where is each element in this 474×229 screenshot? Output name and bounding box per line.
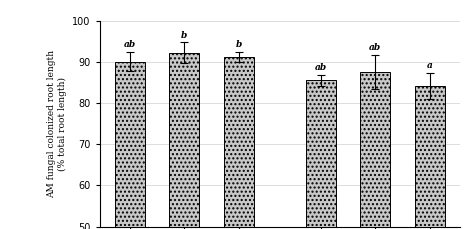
Y-axis label: AM fungal colonized root length
(% total root length): AM fungal colonized root length (% total… <box>47 50 66 198</box>
Bar <box>360 72 390 227</box>
Bar <box>224 57 254 227</box>
Bar <box>169 53 199 227</box>
Text: ab: ab <box>124 41 136 49</box>
Text: b: b <box>181 30 187 40</box>
Bar <box>306 80 336 227</box>
Bar <box>415 86 445 227</box>
Text: ab: ab <box>315 63 327 72</box>
Text: b: b <box>236 40 242 49</box>
Text: a: a <box>427 61 433 70</box>
Text: ab: ab <box>369 43 381 52</box>
Bar <box>115 62 145 227</box>
